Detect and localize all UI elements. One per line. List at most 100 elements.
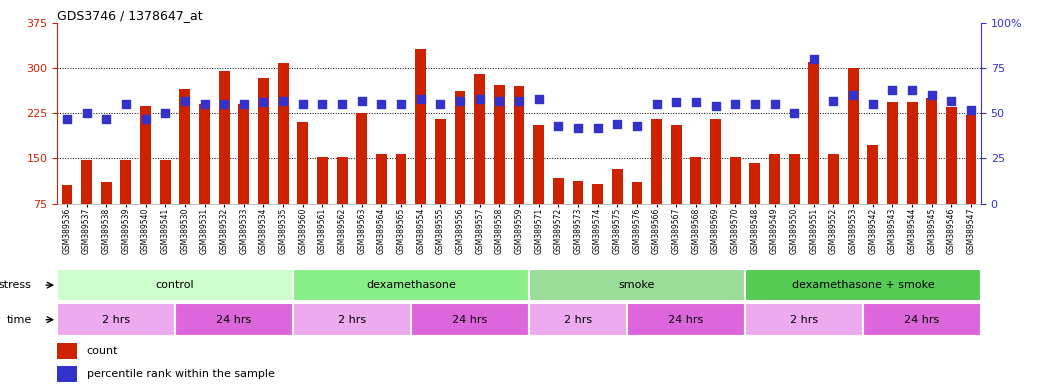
Bar	[160, 160, 170, 249]
Point	[236, 101, 252, 107]
Point	[746, 101, 763, 107]
Text: 2 hrs: 2 hrs	[337, 314, 366, 325]
Bar	[769, 154, 780, 249]
Bar	[219, 71, 229, 249]
Bar	[828, 154, 839, 249]
Point	[275, 98, 292, 104]
Bar	[534, 125, 544, 249]
Bar	[946, 107, 957, 249]
Text: 2 hrs: 2 hrs	[564, 314, 592, 325]
Text: 24 hrs: 24 hrs	[668, 314, 704, 325]
Point	[196, 101, 213, 107]
Bar	[239, 104, 249, 249]
Point	[216, 101, 233, 107]
Point	[452, 98, 468, 104]
Bar	[180, 89, 190, 249]
Point	[334, 101, 351, 107]
Bar	[175, 303, 293, 336]
Point	[412, 96, 429, 102]
Bar	[745, 303, 863, 336]
Point	[471, 96, 488, 102]
Point	[590, 125, 606, 131]
Bar	[926, 98, 937, 249]
Bar	[907, 103, 918, 249]
Bar	[631, 182, 643, 249]
Bar	[553, 178, 564, 249]
Point	[511, 98, 527, 104]
Bar	[474, 74, 485, 249]
Point	[963, 107, 980, 113]
Bar	[199, 104, 210, 249]
Bar	[81, 160, 92, 249]
Point	[865, 101, 881, 107]
Bar	[120, 160, 131, 249]
Bar	[749, 163, 760, 249]
Text: 2 hrs: 2 hrs	[790, 314, 818, 325]
Bar	[57, 343, 78, 359]
Point	[295, 101, 311, 107]
Bar	[317, 157, 328, 249]
Point	[570, 125, 586, 131]
Bar	[455, 91, 465, 249]
Bar	[395, 154, 407, 249]
Bar	[710, 119, 721, 249]
Text: control: control	[156, 280, 194, 290]
Point	[884, 87, 901, 93]
Bar	[336, 157, 348, 249]
Point	[392, 101, 409, 107]
Point	[117, 101, 134, 107]
Bar	[57, 303, 175, 336]
Bar	[965, 115, 977, 249]
Bar	[887, 103, 898, 249]
Point	[805, 56, 822, 62]
Text: 2 hrs: 2 hrs	[102, 314, 130, 325]
Point	[667, 99, 684, 106]
Point	[78, 110, 94, 116]
Bar	[528, 269, 745, 301]
Bar	[627, 303, 745, 336]
Text: time: time	[6, 314, 31, 325]
Point	[157, 110, 173, 116]
Bar	[789, 154, 799, 249]
Point	[432, 101, 448, 107]
Bar	[293, 303, 411, 336]
Point	[373, 101, 389, 107]
Text: stress: stress	[0, 280, 31, 290]
Bar	[593, 184, 603, 249]
Bar	[848, 68, 858, 249]
Point	[687, 99, 704, 106]
Bar	[411, 303, 528, 336]
Point	[58, 116, 75, 122]
Point	[98, 116, 114, 122]
Point	[530, 96, 547, 102]
Text: dexamethasone + smoke: dexamethasone + smoke	[792, 280, 934, 290]
Text: 24 hrs: 24 hrs	[216, 314, 251, 325]
Bar	[494, 85, 504, 249]
Point	[766, 101, 783, 107]
Point	[924, 92, 940, 98]
Point	[491, 98, 508, 104]
Text: GDS3746 / 1378647_at: GDS3746 / 1378647_at	[57, 9, 202, 22]
Point	[609, 121, 626, 127]
Point	[255, 99, 272, 106]
Point	[727, 101, 743, 107]
Bar	[101, 182, 112, 249]
Bar	[297, 122, 308, 249]
Point	[944, 98, 960, 104]
Bar	[258, 78, 269, 249]
Point	[825, 98, 842, 104]
Point	[904, 87, 921, 93]
Point	[176, 98, 193, 104]
Bar	[730, 157, 741, 249]
Point	[550, 123, 567, 129]
Bar	[651, 119, 662, 249]
Point	[629, 123, 646, 129]
Bar	[745, 269, 981, 301]
Point	[315, 101, 331, 107]
Bar	[514, 86, 524, 249]
Bar	[573, 181, 583, 249]
Bar	[528, 303, 627, 336]
Text: 24 hrs: 24 hrs	[904, 314, 939, 325]
Point	[707, 103, 723, 109]
Bar	[690, 157, 702, 249]
